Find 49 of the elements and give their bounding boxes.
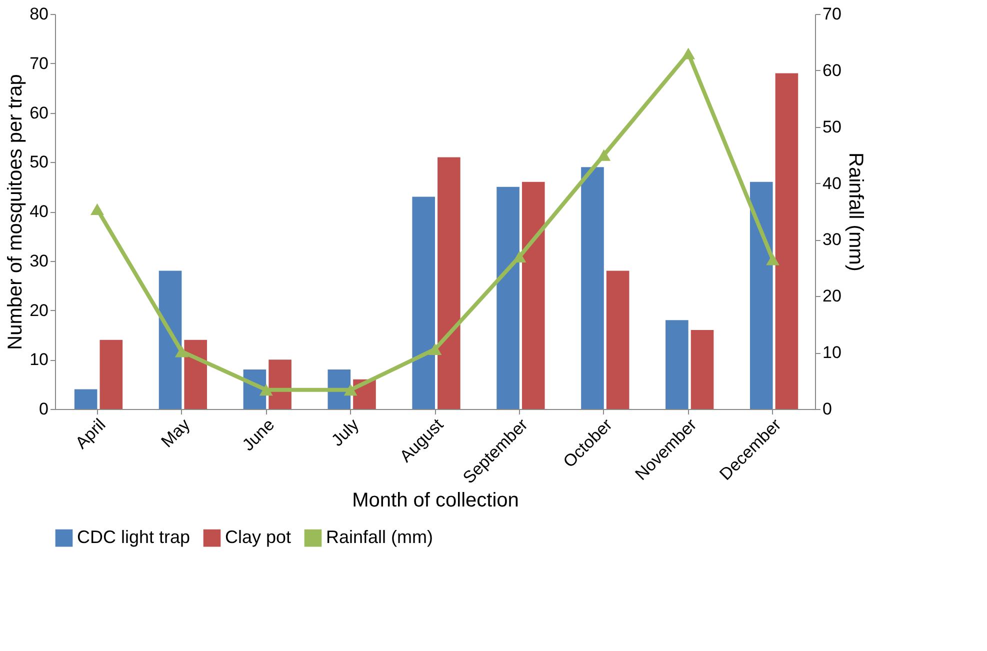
legend-label: CDC light trap bbox=[77, 527, 190, 548]
y-tick-label: 20 bbox=[30, 300, 48, 320]
point bbox=[90, 203, 104, 216]
x-axis-title: Month of collection bbox=[352, 490, 519, 512]
point bbox=[174, 346, 188, 358]
y2-tick-label: 50 bbox=[822, 117, 842, 136]
bar bbox=[158, 270, 182, 409]
legend-label: Clay pot bbox=[225, 527, 292, 548]
y-tick-label: 70 bbox=[30, 54, 48, 73]
y-tick-label: 60 bbox=[30, 103, 48, 122]
y-tick-label: 80 bbox=[30, 4, 48, 24]
bar bbox=[438, 157, 460, 409]
bar bbox=[268, 360, 292, 409]
point bbox=[766, 254, 780, 266]
y-tick-label: 50 bbox=[30, 152, 48, 172]
y2-tick-label: 30 bbox=[822, 230, 842, 250]
bar bbox=[666, 320, 688, 409]
bar bbox=[412, 196, 435, 409]
bar bbox=[775, 73, 798, 409]
y-tick-label: 0 bbox=[39, 400, 48, 418]
y-tick-label: 40 bbox=[30, 202, 48, 221]
x-tick-label: July bbox=[328, 414, 363, 450]
y2-tick-label: 70 bbox=[822, 4, 842, 24]
bar bbox=[496, 186, 520, 409]
y2-tick-label: 10 bbox=[822, 343, 842, 362]
bar bbox=[100, 340, 123, 409]
y2-tick-label: 40 bbox=[822, 174, 842, 193]
y-tick-label: 10 bbox=[30, 350, 48, 370]
y2-tick-label: 60 bbox=[822, 60, 842, 80]
bar bbox=[522, 182, 545, 409]
point bbox=[259, 384, 273, 396]
bar bbox=[690, 330, 714, 409]
point bbox=[344, 384, 358, 396]
bar bbox=[581, 167, 604, 409]
bar bbox=[184, 340, 207, 409]
y-axis-title: Number of mosquitoes per trap bbox=[4, 74, 27, 350]
x-tick-label: May bbox=[158, 414, 194, 452]
y2-axis-title: Rainfall (mm) bbox=[844, 152, 866, 272]
bar bbox=[606, 270, 630, 409]
y-tick-label: 30 bbox=[30, 251, 48, 270]
y2-tick-label: 0 bbox=[822, 400, 832, 418]
point bbox=[512, 250, 526, 262]
bar bbox=[74, 389, 98, 409]
y2-tick-label: 20 bbox=[822, 286, 842, 306]
legend-label: Rainfall (mm) bbox=[326, 527, 434, 548]
bar bbox=[750, 182, 773, 409]
point bbox=[597, 149, 611, 161]
point bbox=[428, 343, 442, 355]
point bbox=[682, 48, 696, 60]
